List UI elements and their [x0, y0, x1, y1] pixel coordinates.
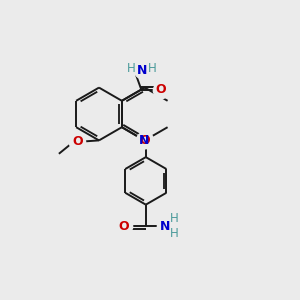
Text: H: H: [170, 227, 179, 240]
Text: O: O: [72, 135, 83, 148]
Text: N: N: [137, 64, 147, 76]
Text: H: H: [126, 62, 135, 75]
Text: H: H: [170, 212, 179, 225]
Text: O: O: [156, 83, 167, 96]
Text: N: N: [139, 134, 149, 147]
Text: H: H: [148, 62, 157, 75]
Text: O: O: [140, 134, 150, 147]
Text: N: N: [160, 220, 170, 233]
Text: O: O: [119, 220, 130, 233]
